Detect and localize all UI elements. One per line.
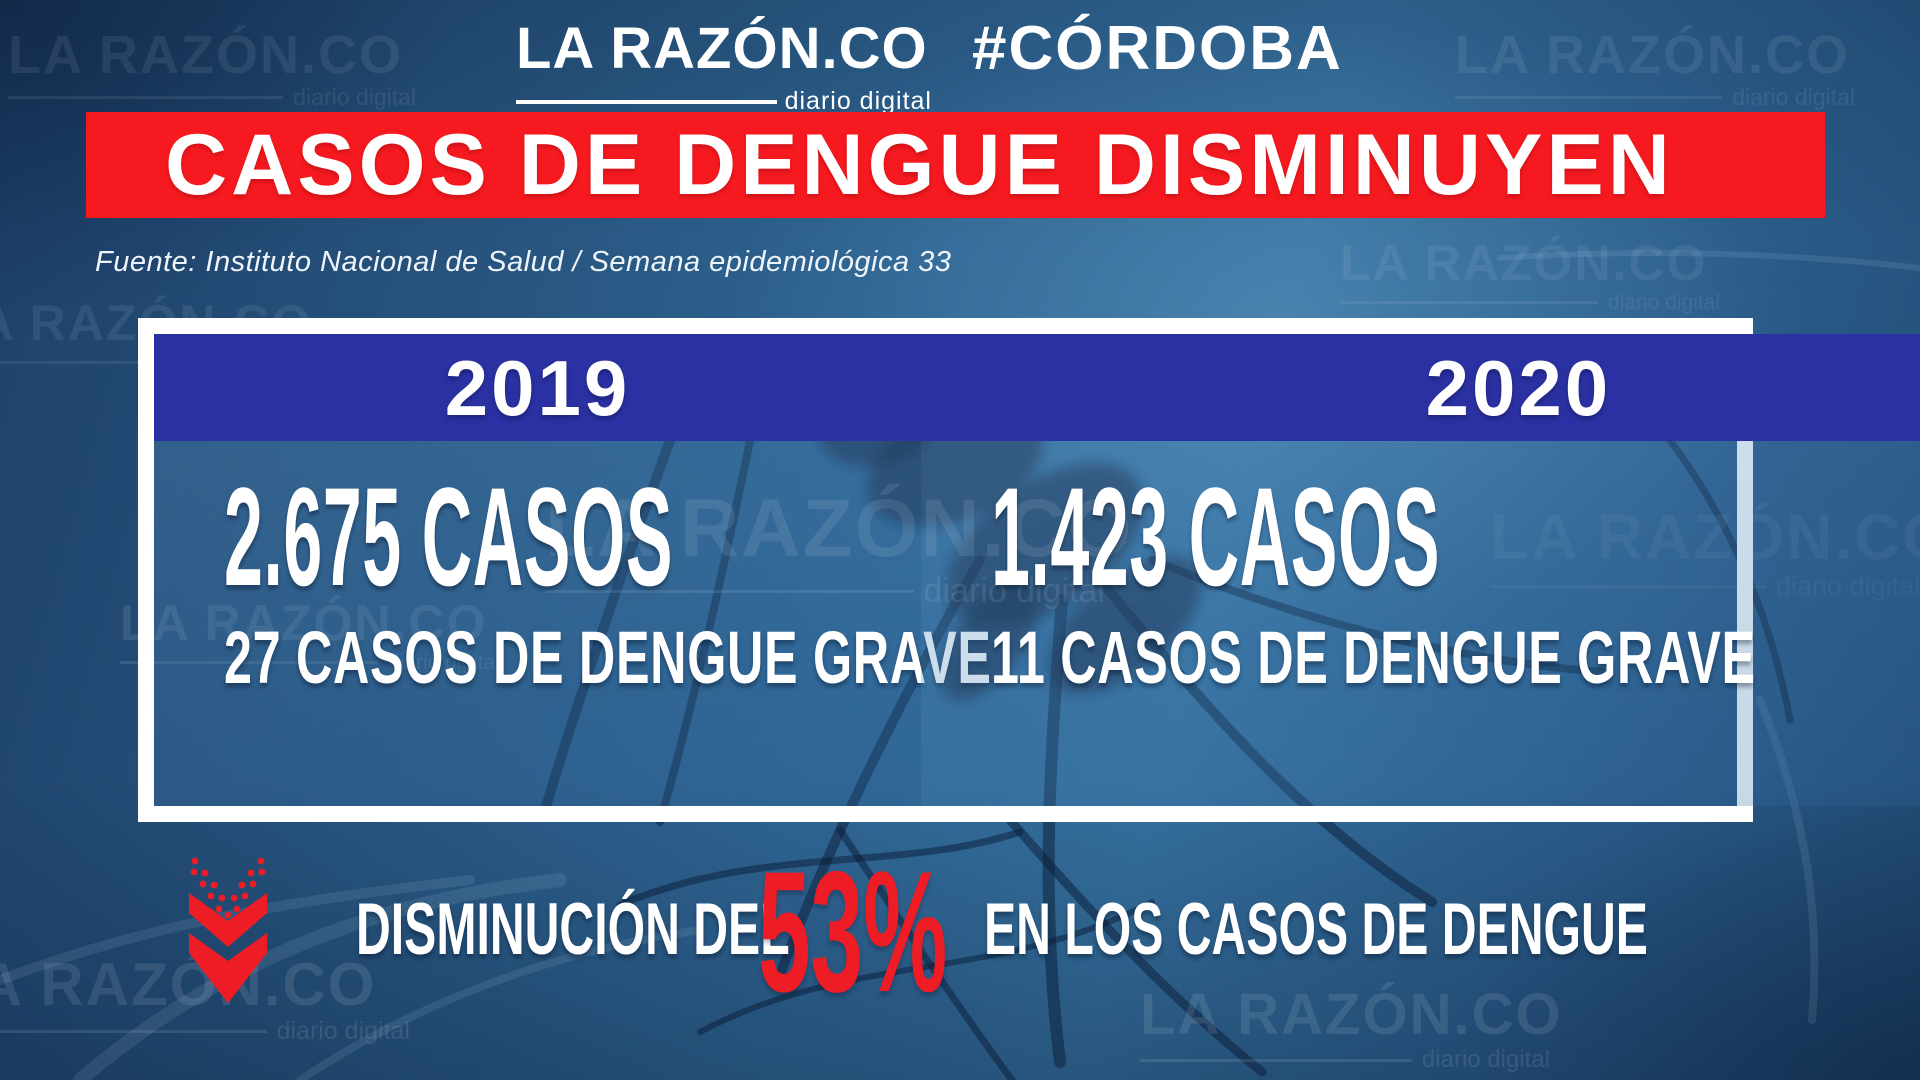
watermark-logo: LA RAZÓN.CO diario digital [1340,235,1720,314]
comparison-frame: 2019 2.675 CASOS 27 CASOS DE DENGUE GRAV… [138,318,1920,822]
source-caption: Fuente: Instituto Nacional de Salud / Se… [95,246,952,278]
watermark-logo: LA RAZÓN.CO diario digital [1490,505,1920,600]
watermark-text: LA RAZÓN.CO [8,25,403,85]
year-panel-2019: 2019 2.675 CASOS 27 CASOS DE DENGUE GRAV… [154,334,992,806]
year-panel-2020: 2020 1.423 CASOS 11 CASOS DE DENGUE GRAV… [921,334,1920,806]
watermark-rule [8,96,284,99]
severe-cases-label: 27 CASOS DE DENGUE GRAVE [224,616,992,699]
severe-cases-label: 11 CASOS DE DENGUE GRAVE [991,616,1756,699]
summary-prefix: DISMINUCIÓN DEL [356,889,790,970]
year-label: 2020 [1425,343,1612,432]
watermark-logo: LA RAZÓN.CO diario digital [1140,982,1563,1073]
brand-logo: LA RAZÓN.CO diario digital [516,20,932,116]
year-band: 2019 [154,334,921,441]
watermark-tagline: diario digital [293,84,416,110]
hashtag-title: #CÓRDOBA [972,14,1343,83]
watermark-logo: LA RAZÓN.CO diario digital [1455,25,1855,110]
watermark-logo: LA RAZÓN.CO diario digital [545,488,1131,608]
summary-suffix: EN LOS CASOS DE DENGUE [984,889,1648,970]
watermark-logo: LA RAZÓN.CO diario digital [8,28,416,109]
cases-value: 2.675 CASOS [224,458,674,615]
double-chevron-down-icon [189,857,267,1003]
panel-body: 1.423 CASOS 11 CASOS DE DENGUE GRAVE [921,467,1920,695]
brand-underline [516,99,777,104]
headline-title: CASOS DE DENGUE DISMINUYEN [165,117,1674,213]
year-band: 2020 [921,334,1920,441]
watermark-logo: LA RAZÓN.CO diario digital [120,598,500,673]
brand-tagline: diario digital [784,87,932,115]
watermark-logo: LA RAZÓN.CO diario digital [0,955,410,1044]
headline-banner: CASOS DE DENGUE DISMINUYEN [86,112,1825,218]
year-label: 2019 [444,343,631,432]
cases-value: 1.423 CASOS [991,458,1441,615]
panel-body: 2.675 CASOS 27 CASOS DE DENGUE GRAVE [154,458,992,699]
brand-logo-text: LA RAZÓN.CO [516,16,928,81]
summary-percent: 53% [758,836,948,1028]
